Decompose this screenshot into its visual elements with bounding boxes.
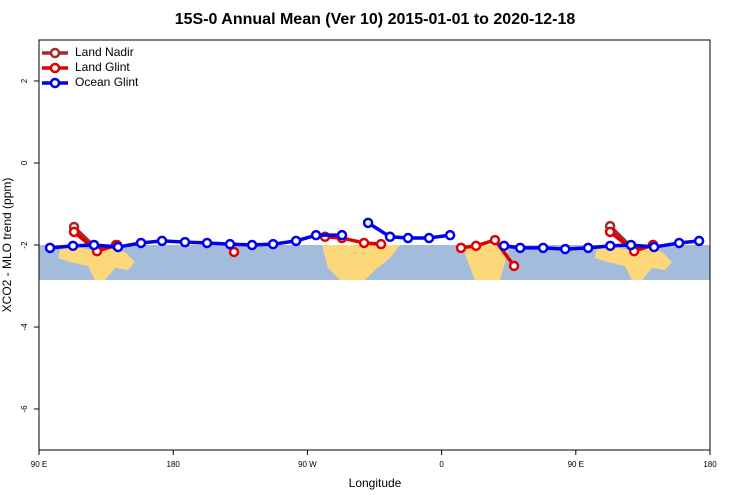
- map-background: [39, 245, 710, 280]
- data-point: [88, 239, 100, 251]
- data-point: [648, 241, 660, 253]
- data-point: [402, 232, 414, 244]
- data-point: [362, 217, 374, 229]
- series-line: [503, 239, 700, 251]
- series-line: [324, 235, 382, 246]
- data-point: [537, 242, 549, 254]
- data-point: [201, 237, 213, 249]
- data-point: [625, 239, 637, 251]
- data-point: [224, 238, 236, 250]
- x-tick-label: 180: [703, 460, 717, 469]
- data-point: [673, 237, 685, 249]
- data-point: [112, 241, 124, 253]
- land-shape: [595, 246, 672, 280]
- data-point: [470, 240, 482, 252]
- data-point: [358, 237, 370, 249]
- y-tick-label: -6: [20, 405, 29, 413]
- legend-label: Land Glint: [75, 60, 130, 74]
- data-point: [68, 226, 80, 238]
- data-point: [604, 226, 616, 238]
- x-axis-title: Longitude: [349, 476, 402, 490]
- y-tick-label: -4: [20, 323, 29, 331]
- legend-marker: [49, 62, 61, 74]
- data-point: [156, 235, 168, 247]
- data-point: [498, 240, 510, 252]
- data-point: [444, 229, 456, 241]
- data-point: [267, 238, 279, 250]
- data-point: [489, 234, 501, 246]
- data-point: [604, 240, 616, 252]
- data-point: [508, 260, 520, 272]
- data-point: [582, 242, 594, 254]
- y-tick-label: 0: [20, 160, 29, 165]
- chart-title: 15S-0 Annual Mean (Ver 10) 2015-01-01 to…: [175, 11, 576, 28]
- data-point: [179, 236, 191, 248]
- x-tick-label: 90 E: [31, 460, 47, 469]
- y-axis-title: XCO2 - MLO trend (ppm): [0, 178, 14, 313]
- data-point: [693, 235, 705, 247]
- data-point: [67, 240, 79, 252]
- x-tick-label: 90 E: [568, 460, 584, 469]
- legend-marker: [49, 47, 61, 59]
- data-point: [336, 229, 348, 241]
- x-tick-label: 180: [167, 460, 181, 469]
- data-point: [375, 238, 387, 250]
- y-tick-label: 2: [20, 78, 29, 83]
- legend-label: Land Nadir: [75, 45, 134, 59]
- x-tick-label: 0: [439, 460, 444, 469]
- data-point: [310, 229, 322, 241]
- series-line: [460, 238, 516, 267]
- land-shape: [58, 246, 135, 280]
- legend-label: Ocean Glint: [75, 75, 139, 89]
- legend-marker: [49, 77, 61, 89]
- x-tick-label: 90 W: [298, 460, 317, 469]
- data-point: [290, 235, 302, 247]
- y-tick-label: -2: [20, 241, 29, 249]
- data-point: [246, 239, 258, 251]
- land-shape: [462, 245, 510, 280]
- data-point: [559, 243, 571, 255]
- data-point: [384, 231, 396, 243]
- data-point: [228, 246, 240, 258]
- data-point: [44, 242, 56, 254]
- land-shape: [322, 245, 400, 280]
- data-point: [455, 242, 467, 254]
- data-point: [135, 237, 147, 249]
- data-point: [423, 232, 435, 244]
- data-point: [514, 242, 526, 254]
